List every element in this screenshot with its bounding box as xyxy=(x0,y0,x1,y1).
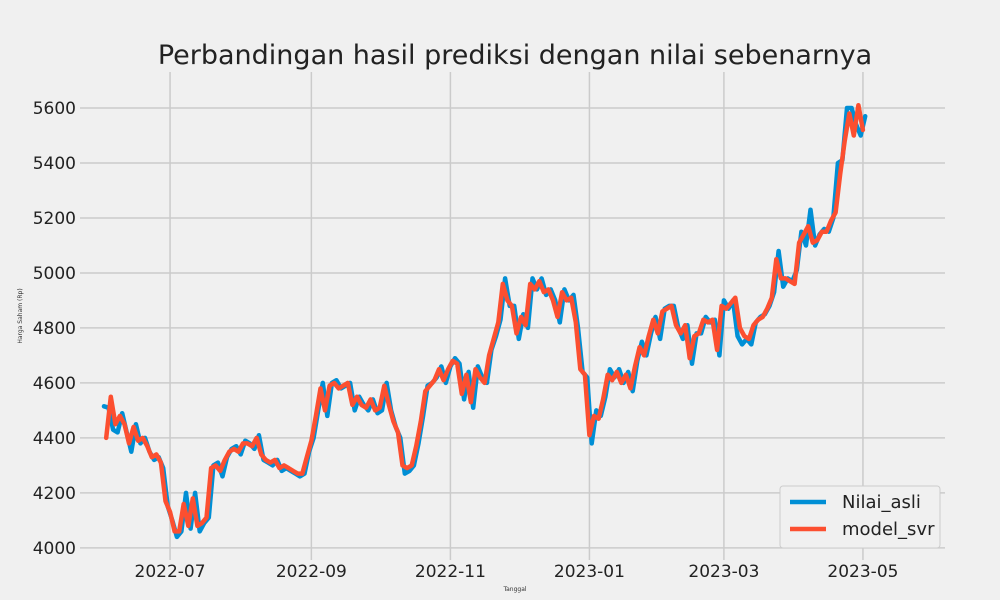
y-tick-label: 5400 xyxy=(33,154,76,174)
x-tick-label: 2022-07 xyxy=(135,562,206,582)
series-lines xyxy=(101,102,868,540)
x-tick-label: 2022-11 xyxy=(415,562,486,582)
series-line-model-svr xyxy=(103,102,866,534)
y-tick-label: 5600 xyxy=(33,99,76,119)
x-tick-label: 2023-03 xyxy=(688,562,759,582)
legend-label-model-svr: model_svr xyxy=(842,519,935,540)
series-line-nilai-asli xyxy=(101,105,868,540)
y-tick-label: 5200 xyxy=(33,209,76,229)
legend: Nilai_asli model_svr xyxy=(779,485,941,549)
x-tick-label: 2022-09 xyxy=(276,562,347,582)
y-axis-label: Harga Saham (Rp) xyxy=(17,288,24,343)
y-tick-label: 5000 xyxy=(33,264,76,284)
y-tick-label: 4800 xyxy=(33,319,76,339)
legend-label-nilai-asli: Nilai_asli xyxy=(842,492,921,513)
y-tick-label: 4400 xyxy=(33,429,76,449)
chart-title: Perbandingan hasil prediksi dengan nilai… xyxy=(158,40,872,71)
y-tick-label: 4200 xyxy=(33,484,76,504)
y-tick-label: 4000 xyxy=(33,539,76,559)
y-axis-ticks: 4000 4200 4400 4600 4800 5000 5200 5400 5600 xyxy=(33,99,76,559)
x-axis-label: Tanggal xyxy=(502,586,526,593)
x-tick-label: 2023-01 xyxy=(554,562,625,582)
x-tick-label: 2023-05 xyxy=(827,562,898,582)
x-axis-ticks: 2022-07 2022-09 2022-11 2023-01 2023-03 2023-… xyxy=(135,562,899,582)
y-tick-label: 4600 xyxy=(33,374,76,394)
